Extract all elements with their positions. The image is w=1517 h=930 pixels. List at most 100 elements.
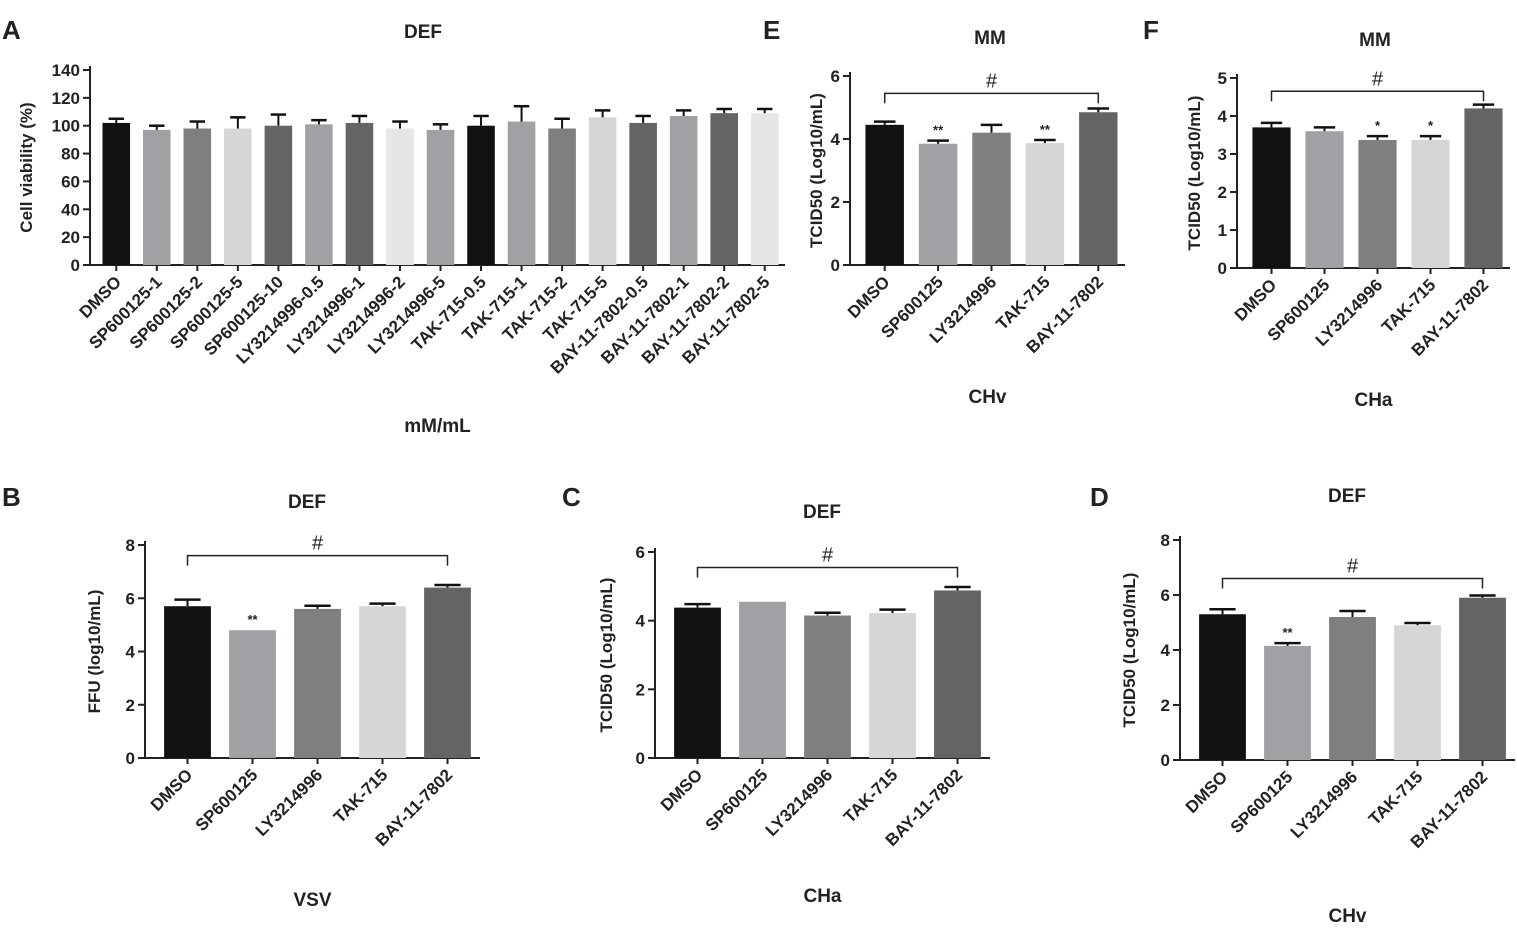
chart-c-y-tick-label: 6 [636,543,645,562]
chart-c-bar [869,613,916,758]
chart-d-significance-mark: ** [1282,625,1293,640]
chart-d-bar [1329,617,1376,760]
chart-d-y-tick-label: 0 [1161,751,1170,770]
chart-a-bar [102,122,131,265]
chart-e-y-tick-label: 6 [831,67,840,86]
chart-a-bar [183,128,212,265]
chart-c-y-tick-label: 2 [636,680,645,699]
chart-c-panel-label: C [562,482,581,512]
chart-b-title: DEF [288,492,326,513]
chart-f-bar [1305,131,1344,268]
chart-b-bar [229,630,276,758]
chart-b-x-axis-label: VSV [293,890,331,911]
chart-a-y-tick-label: 120 [52,89,80,108]
chart-c-bar [674,607,721,758]
chart-c-category-label: SP600125 [702,765,772,835]
chart-f-y-tick-label: 4 [1218,107,1228,126]
chart-d-category-label: SP600125 [1227,767,1297,837]
chart-a-bar [386,128,414,265]
chart-b-category-label: DMSO [147,765,196,814]
chart-f-significance-mark: * [1375,118,1381,133]
chart-d-category-label: TAK-715 [1365,767,1426,828]
chart-e-bracket-label: # [986,70,998,92]
chart-e-significance-bracket [883,92,1100,104]
chart-d-bar [1459,597,1506,760]
chart-a-bar [305,124,333,265]
chart-f-bar [1358,139,1397,268]
chart-d-y-tick-label: 8 [1161,531,1170,550]
chart-a-y-tick-label: 140 [52,61,80,80]
chart-b-category-label: TAK-715 [330,765,391,826]
chart-f-bar [1252,127,1291,269]
chart-a-bar [548,128,576,265]
chart-b-y-tick-label: 4 [126,643,136,662]
chart-d-title: DEF [1328,486,1366,507]
chart-b-y-axis-label: FFU (log10/mL) [85,590,104,714]
chart-f-y-axis-label: TCID50 (Log10/mL) [1185,96,1204,251]
chart-c-significance-bracket [696,566,959,578]
chart-a-y-axis-label: Cell viability (%) [17,102,36,232]
chart-a-x-axis-label: mM/mL [404,416,471,437]
chart-b-bar [294,608,341,758]
chart-e-bar [918,143,958,265]
chart-b-panel-label: B [2,482,21,512]
chart-d-x-axis-label: CHv [1328,906,1366,925]
chart-b-bracket-label: # [312,533,324,555]
chart-b-category-label: LY3214996 [252,765,327,840]
chart-a-bar [264,125,293,265]
chart-a-bar [588,117,617,265]
chart-a-y-tick-label: 80 [61,145,80,164]
chart-b-significance-bracket [186,554,449,566]
chart-f-title: MM [1359,30,1391,51]
chart-a-bar [467,125,495,265]
chart-c-y-axis-label: TCID50 (Log10/mL) [597,578,616,733]
chart-f-significance-mark: * [1428,118,1434,133]
chart-a-title: DEF [404,22,442,43]
chart-d-significance-bracket [1221,577,1484,589]
chart-a-y-tick-label: 100 [52,117,80,136]
chart-d-y-tick-label: 6 [1161,586,1170,605]
chart-d-bracket-label: # [1347,556,1359,578]
chart-a-bar [629,122,657,265]
chart-c-category-label: TAK-715 [840,765,901,826]
chart-b-y-tick-label: 8 [126,536,135,555]
chart-d-bar [1394,625,1441,760]
chart-f-panel-label: F [1143,15,1159,45]
chart-a-bar [507,121,536,266]
chart-e-bar [865,124,904,265]
chart-b-bar [164,606,211,758]
chart-f-y-tick-label: 0 [1218,259,1227,278]
chart-e-bar [1079,112,1118,265]
chart-b-bar [424,587,471,758]
chart-a-y-tick-label: 0 [71,256,80,275]
chart-d-bar [1264,645,1311,760]
chart-b-category-label: SP600125 [192,765,262,835]
chart-c-title: DEF [803,502,841,523]
chart-a-bar [426,129,455,265]
chart-d-category-label: DMSO [1182,767,1231,816]
chart-a-bar [143,129,171,265]
chart-b-bar [359,606,406,758]
chart-e-y-tick-label: 4 [831,130,841,149]
chart-f-y-tick-label: 2 [1218,183,1227,202]
chart-e-y-tick-label: 0 [831,256,840,275]
chart-b-y-tick-label: 6 [126,589,135,608]
chart-a-y-tick-label: 40 [61,200,80,219]
chart-b-y-tick-label: 2 [126,696,135,715]
chart-d-y-tick-label: 2 [1161,696,1170,715]
chart-b-significance-mark: ** [247,612,258,627]
chart-c-bar [934,590,981,758]
chart-f-category-label: DMSO [1231,275,1280,324]
chart-f-bracket-label: # [1372,68,1384,90]
chart-d-bar [1199,614,1246,760]
chart-e-title: MM [974,28,1006,49]
chart-f-bar [1464,108,1503,269]
chart-b-y-tick-label: 0 [126,749,135,768]
chart-e-bar [1025,143,1065,265]
chart-a-panel-label: A [2,15,21,45]
chart-e-y-axis-label: TCID50 (Log10/mL) [807,93,826,248]
chart-e-category-label: DMSO [844,272,893,321]
chart-f-y-tick-label: 1 [1218,221,1227,240]
